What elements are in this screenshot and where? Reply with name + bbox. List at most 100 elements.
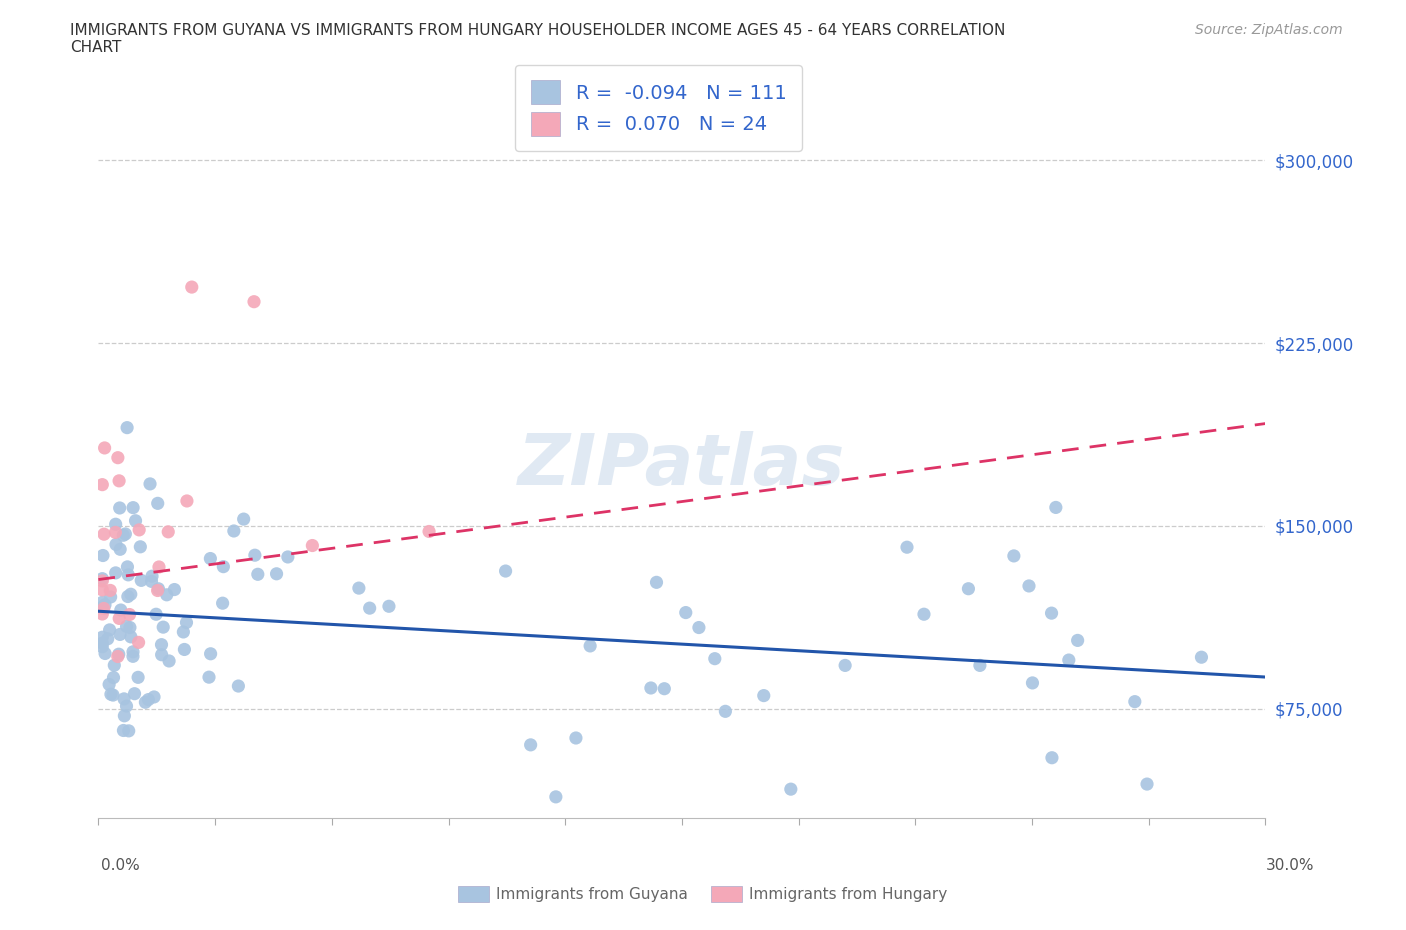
Point xyxy=(91,595,114,610)
Point xyxy=(103,658,125,672)
Point xyxy=(91,477,114,492)
Point xyxy=(211,596,233,611)
Point xyxy=(145,606,167,621)
Point xyxy=(98,622,121,637)
Point xyxy=(703,651,725,666)
Point xyxy=(104,565,127,580)
Point xyxy=(112,691,135,706)
Point xyxy=(115,698,138,713)
Text: 30.0%: 30.0% xyxy=(1267,857,1315,872)
Point xyxy=(688,620,710,635)
Point xyxy=(100,590,122,604)
Point xyxy=(122,644,145,659)
Point xyxy=(129,539,152,554)
Point xyxy=(1021,675,1043,690)
Point xyxy=(495,564,517,578)
Point xyxy=(98,677,121,692)
Point xyxy=(544,790,567,804)
Point xyxy=(128,635,150,650)
Point xyxy=(110,603,132,618)
Point xyxy=(91,639,114,654)
Point xyxy=(91,606,114,621)
Point xyxy=(117,589,139,604)
Point xyxy=(834,658,856,673)
Point xyxy=(212,559,235,574)
Text: Source: ZipAtlas.com: Source: ZipAtlas.com xyxy=(1195,23,1343,37)
Point xyxy=(198,670,221,684)
Point xyxy=(118,724,141,738)
Point xyxy=(143,689,166,704)
Point xyxy=(91,574,114,589)
Point xyxy=(156,588,179,603)
Point xyxy=(347,580,370,595)
Point xyxy=(141,569,163,584)
Point xyxy=(91,548,114,563)
Point xyxy=(176,494,198,509)
Point xyxy=(129,573,152,588)
Point xyxy=(94,646,117,661)
Point xyxy=(180,280,202,295)
Point xyxy=(94,597,117,612)
Point xyxy=(228,679,250,694)
Point xyxy=(148,581,170,596)
Point xyxy=(115,619,138,634)
Point xyxy=(112,723,135,737)
Point xyxy=(652,682,675,697)
Point xyxy=(896,539,918,554)
Point xyxy=(232,512,254,526)
Point xyxy=(93,441,115,456)
Point xyxy=(97,631,120,646)
Point xyxy=(101,687,124,702)
Point xyxy=(519,737,541,752)
Point xyxy=(714,704,737,719)
Point xyxy=(117,560,139,575)
Point xyxy=(139,476,162,491)
Point xyxy=(124,686,146,701)
Point xyxy=(675,605,697,620)
Point xyxy=(108,473,131,488)
Point xyxy=(150,647,173,662)
Point xyxy=(301,538,323,553)
Point xyxy=(118,607,141,622)
Point xyxy=(107,649,129,664)
Point xyxy=(141,574,163,589)
Point xyxy=(912,606,935,621)
Point xyxy=(200,646,222,661)
Point xyxy=(146,583,169,598)
Point xyxy=(98,583,121,598)
Point xyxy=(134,695,156,710)
Point xyxy=(91,630,114,644)
Point xyxy=(1018,578,1040,593)
Point xyxy=(150,637,173,652)
Text: CHART: CHART xyxy=(70,40,122,55)
Point xyxy=(91,600,114,615)
Point xyxy=(752,688,775,703)
Point xyxy=(200,551,222,566)
Point xyxy=(91,636,114,651)
Point xyxy=(114,526,136,541)
Text: 0.0%: 0.0% xyxy=(101,857,141,872)
Point xyxy=(1136,777,1159,791)
Point xyxy=(359,601,381,616)
Point xyxy=(107,450,129,465)
Point xyxy=(100,687,122,702)
Point xyxy=(107,646,129,661)
Point xyxy=(128,523,150,538)
Point xyxy=(640,681,662,696)
Point xyxy=(176,615,198,630)
Point xyxy=(157,654,180,669)
Point xyxy=(157,525,180,539)
Point xyxy=(579,639,602,654)
Text: ZIPatlas: ZIPatlas xyxy=(519,431,845,499)
Point xyxy=(93,601,115,616)
Point xyxy=(1002,549,1025,564)
Point xyxy=(1057,653,1080,668)
Point xyxy=(108,627,131,642)
Point xyxy=(138,692,160,707)
Point xyxy=(127,670,149,684)
Point xyxy=(957,581,980,596)
Point xyxy=(243,294,266,309)
Point xyxy=(565,731,588,746)
Point xyxy=(115,420,138,435)
Point xyxy=(266,566,288,581)
